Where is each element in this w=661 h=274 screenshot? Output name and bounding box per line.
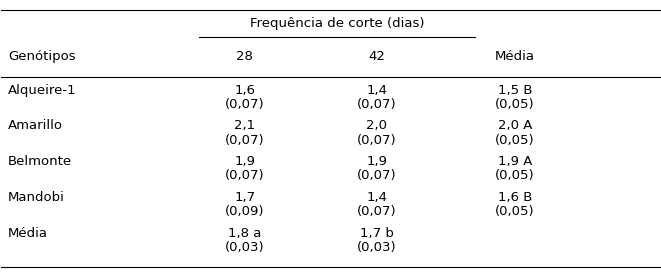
- Text: 1,7: 1,7: [235, 191, 256, 204]
- Text: (0,03): (0,03): [357, 241, 397, 254]
- Text: 1,9: 1,9: [235, 155, 255, 168]
- Text: (0,07): (0,07): [357, 205, 397, 218]
- Text: Amarillo: Amarillo: [8, 119, 63, 132]
- Text: 28: 28: [237, 50, 253, 64]
- Text: (0,07): (0,07): [357, 98, 397, 111]
- Text: Média: Média: [495, 50, 535, 64]
- Text: (0,07): (0,07): [225, 98, 265, 111]
- Text: 1,9: 1,9: [366, 155, 387, 168]
- Text: (0,05): (0,05): [495, 134, 535, 147]
- Text: Genótipos: Genótipos: [8, 50, 75, 64]
- Text: (0,07): (0,07): [225, 170, 265, 182]
- Text: Frequência de corte (dias): Frequência de corte (dias): [250, 17, 424, 30]
- Text: Média: Média: [8, 227, 48, 240]
- Text: 1,8 a: 1,8 a: [228, 227, 262, 240]
- Text: 1,4: 1,4: [366, 84, 387, 96]
- Text: Mandobi: Mandobi: [8, 191, 65, 204]
- Text: Alqueire-1: Alqueire-1: [8, 84, 77, 96]
- Text: 1,7 b: 1,7 b: [360, 227, 393, 240]
- Text: 1,5 B: 1,5 B: [498, 84, 532, 96]
- Text: (0,09): (0,09): [225, 205, 264, 218]
- Text: 42: 42: [368, 50, 385, 64]
- Text: 1,6: 1,6: [235, 84, 255, 96]
- Text: (0,03): (0,03): [225, 241, 265, 254]
- Text: 1,4: 1,4: [366, 191, 387, 204]
- Text: (0,05): (0,05): [495, 98, 535, 111]
- Text: Belmonte: Belmonte: [8, 155, 72, 168]
- Text: 2,0 A: 2,0 A: [498, 119, 532, 132]
- Text: (0,07): (0,07): [357, 170, 397, 182]
- Text: (0,07): (0,07): [357, 134, 397, 147]
- Text: (0,05): (0,05): [495, 205, 535, 218]
- Text: (0,05): (0,05): [495, 170, 535, 182]
- Text: (0,07): (0,07): [225, 134, 265, 147]
- Text: 1,9 A: 1,9 A: [498, 155, 532, 168]
- Text: 2,0: 2,0: [366, 119, 387, 132]
- Text: 1,6 B: 1,6 B: [498, 191, 532, 204]
- Text: 2,1: 2,1: [235, 119, 256, 132]
